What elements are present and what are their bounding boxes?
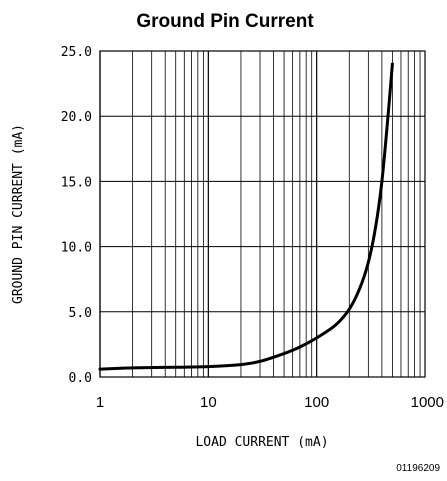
y-axis-label: GROUND PIN CURRENT (mA) — [11, 124, 26, 304]
y-tick-label: 15.0 — [61, 175, 92, 190]
x-tick-label: 10 — [200, 394, 217, 411]
grid — [99, 50, 425, 378]
y-tick-label: 5.0 — [69, 306, 92, 321]
y-tick-label: 10.0 — [61, 241, 92, 256]
x-tick-labels: 1 10 100 1000 — [96, 394, 444, 411]
x-tick-label: 1 — [96, 394, 104, 411]
series-line — [98, 62, 394, 371]
y-tick-label: 0.0 — [69, 371, 92, 386]
x-tick-label: 100 — [304, 394, 329, 411]
x-tick-label: 1000 — [411, 394, 444, 411]
chart-title: Ground Pin Current — [136, 11, 314, 32]
x-axis-label: LOAD CURRENT (mA) — [195, 435, 328, 450]
plot-frame — [99, 50, 426, 378]
y-tick-label: 20.0 — [61, 110, 92, 125]
figure-number: 01196209 — [396, 463, 440, 474]
y-tick-label: 25.0 — [61, 45, 92, 60]
y-tick-labels: 0.0 5.0 10.0 15.0 20.0 25.0 — [61, 45, 92, 386]
